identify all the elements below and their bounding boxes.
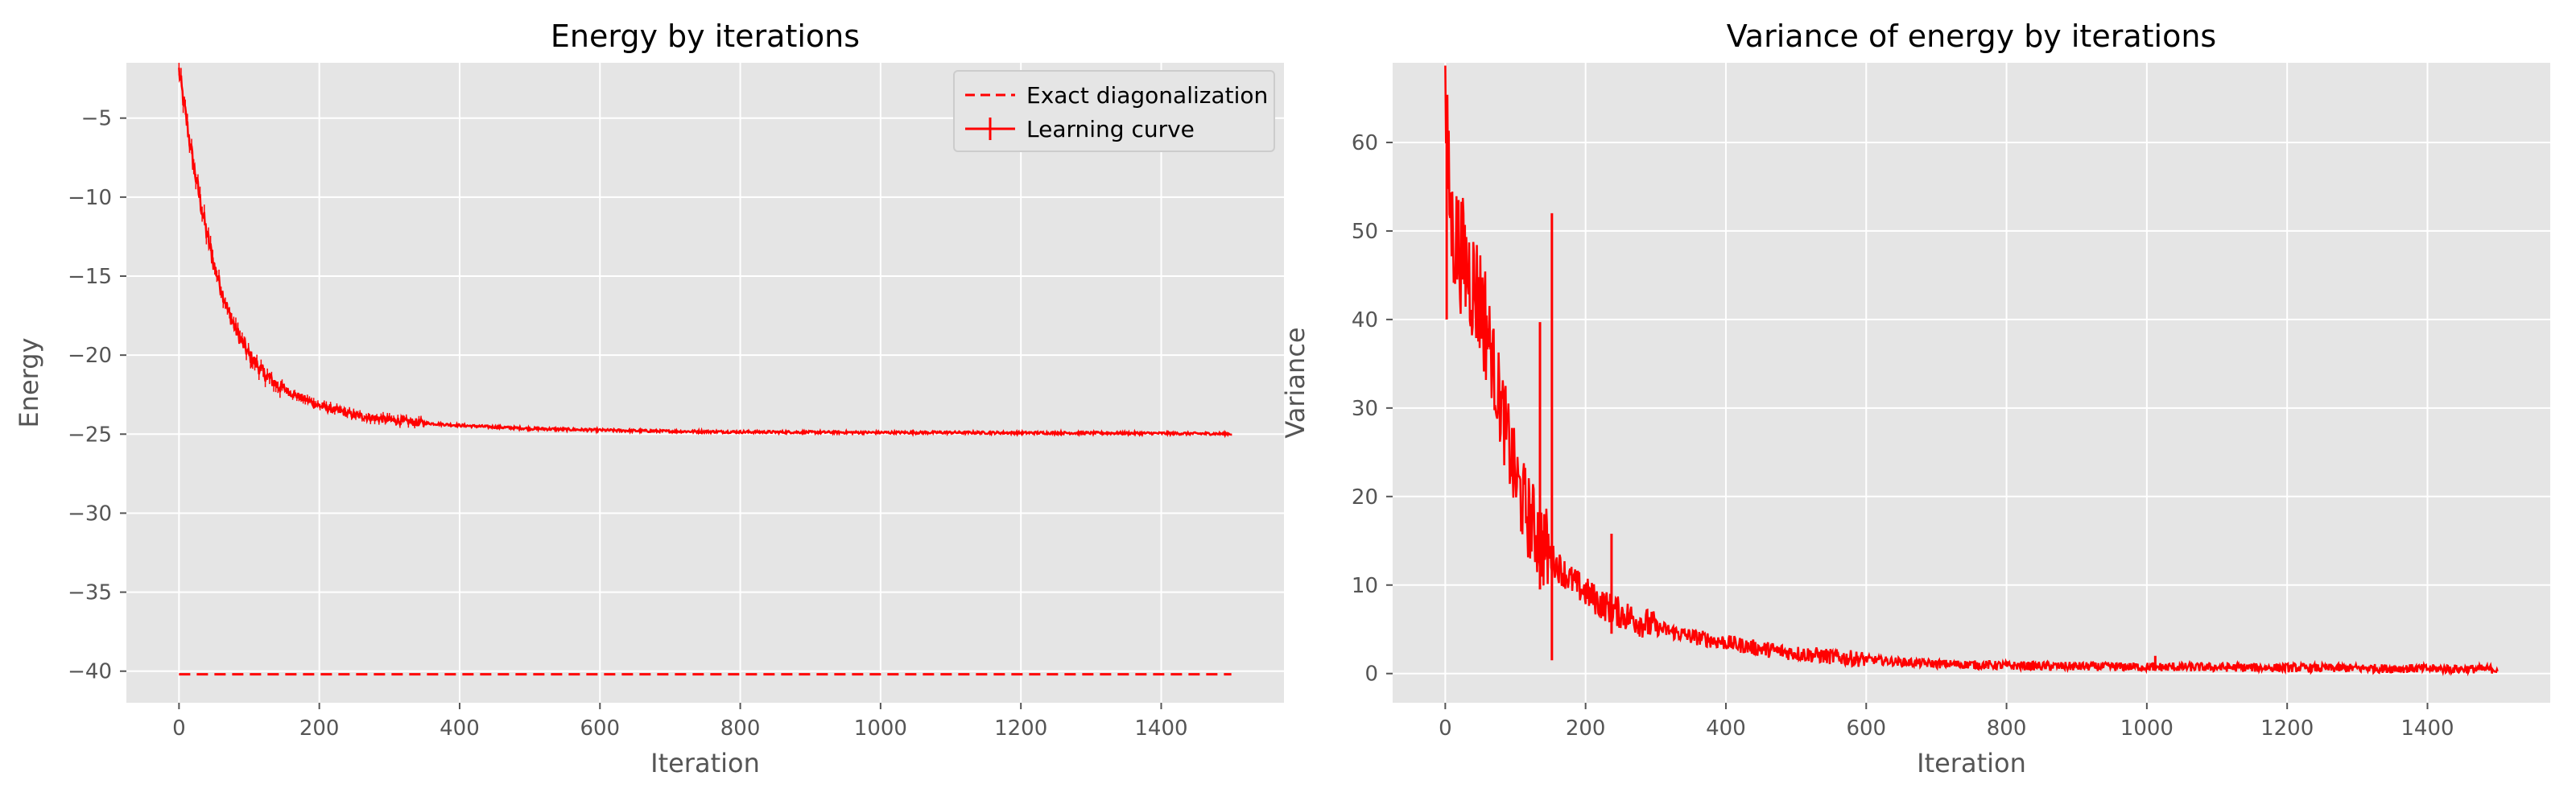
y-tick-label: −30 xyxy=(68,502,112,526)
x-tick-label: 1000 xyxy=(854,716,907,741)
legend-label: Learning curve xyxy=(1026,116,1195,142)
y-axis-label: Variance xyxy=(1280,327,1311,438)
x-tick-label: 1400 xyxy=(1134,716,1187,741)
y-tick-label: −25 xyxy=(68,423,112,447)
x-tick-label: 1200 xyxy=(2260,716,2314,741)
legend-label: Exact diagonalization xyxy=(1026,82,1268,109)
y-tick-label: −5 xyxy=(81,107,112,131)
x-tick-label: 600 xyxy=(1846,716,1886,741)
x-tick-label: 200 xyxy=(1566,716,1606,741)
y-tick-label: −10 xyxy=(68,186,112,210)
energy-chart: 0 200 400 600 800 1000 1200 1400 −40 −35 −30 −25 −20… xyxy=(14,19,1284,778)
x-tick-label: 800 xyxy=(720,716,761,741)
legend: Exact diagonalization Learning curve xyxy=(953,70,1275,152)
y-tick-label: 40 xyxy=(1352,308,1378,332)
x-axis-label: Iteration xyxy=(1917,748,2026,778)
x-axis-label: Iteration xyxy=(650,748,760,778)
y-tick-label: 60 xyxy=(1352,131,1378,155)
x-tick-label: 800 xyxy=(1987,716,2027,741)
x-tick-label: 400 xyxy=(440,716,480,741)
y-axis-label: Energy xyxy=(14,337,44,427)
y-tick-label: 20 xyxy=(1352,485,1378,510)
x-tick-label: 0 xyxy=(1439,716,1452,741)
plot-area xyxy=(178,63,1232,676)
legend-box xyxy=(953,70,1275,152)
x-tick-label: 0 xyxy=(172,716,186,741)
x-tick-label: 200 xyxy=(299,716,340,741)
plot-area xyxy=(1444,65,2499,677)
chart-title: Variance of energy by iterations xyxy=(1727,19,2216,54)
chart-title: Energy by iterations xyxy=(551,19,860,54)
series-learning-curve xyxy=(178,68,1232,439)
y-tick-label: 50 xyxy=(1352,220,1378,244)
x-tick-label: 1200 xyxy=(994,716,1047,741)
y-tick-label: 0 xyxy=(1364,663,1378,687)
x-tick-label: 1400 xyxy=(2401,716,2454,741)
y-tick-label: −20 xyxy=(68,344,112,368)
x-tick-label: 1000 xyxy=(2120,716,2174,741)
plot-background xyxy=(126,63,1284,703)
x-tick-label: 600 xyxy=(580,716,620,741)
y-tick-label: −40 xyxy=(68,660,112,684)
series-variance xyxy=(1444,65,2499,677)
y-tick-label: 30 xyxy=(1352,397,1378,421)
plot-background xyxy=(1393,63,2550,703)
x-tick-label: 400 xyxy=(1706,716,1746,741)
variance-chart: 0 200 400 600 800 1000 1200 1400 0 10 20 30 40 50 60 Va… xyxy=(1280,19,2550,778)
y-tick-label: −15 xyxy=(68,265,112,289)
y-tick-label: −35 xyxy=(68,581,112,605)
y-tick-label: 10 xyxy=(1352,574,1378,598)
